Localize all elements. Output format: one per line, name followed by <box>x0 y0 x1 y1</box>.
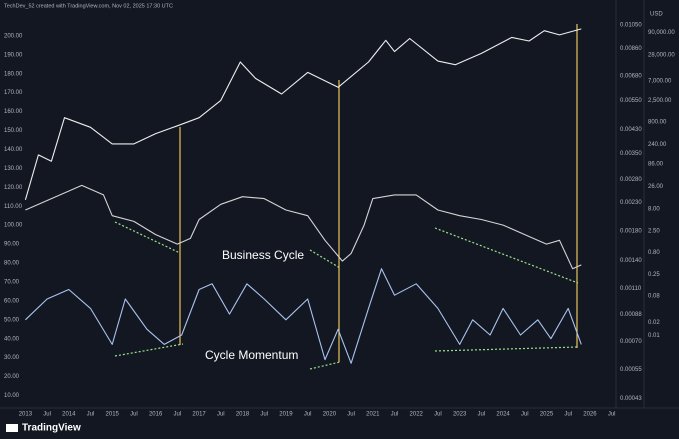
divergence-line <box>114 343 184 357</box>
y2-tick-label: 0.02 <box>648 320 660 326</box>
y2-tick-label: 90,000.00 <box>648 30 675 36</box>
x-tick-label: Jul <box>260 412 268 418</box>
y3-tick-label: 0.00230 <box>620 200 642 206</box>
y-tick-label: 120.00 <box>4 185 23 191</box>
y3-tick-label: 0.00680 <box>620 73 642 79</box>
y-tick-label: 60.00 <box>4 298 20 304</box>
y-tick-label: 160.00 <box>4 109 23 115</box>
y3-tick-label: 0.01050 <box>620 22 642 28</box>
x-tick-label: Jul <box>304 412 312 418</box>
divergence-line <box>309 361 341 370</box>
x-tick-label: Jul <box>391 412 399 418</box>
x-tick-label: Jul <box>608 412 616 418</box>
x-tick-label: 2019 <box>279 412 293 418</box>
x-tick-label: Jul <box>130 412 138 418</box>
y-tick-label: 20.00 <box>4 374 20 380</box>
y2-tick-label: 0.25 <box>648 272 660 278</box>
series-line <box>24 28 582 200</box>
y2-tick-label: 28,000.00 <box>648 52 675 58</box>
y-tick-label: 140.00 <box>4 147 23 153</box>
x-tick-label: 2024 <box>496 412 510 418</box>
divergence-line <box>309 249 341 269</box>
y-tick-label: 110.00 <box>4 204 23 210</box>
logo <box>6 424 18 432</box>
series-line <box>25 184 582 270</box>
y3-tick-label: 0.00110 <box>620 286 642 292</box>
x-tick-label: 2017 <box>192 412 206 418</box>
x-tick-label: 2021 <box>366 412 380 418</box>
x-tick-label: 2013 <box>19 412 33 418</box>
y2-tick-label: 0.01 <box>648 333 660 339</box>
y2-tick-label: 7,000.00 <box>648 78 672 84</box>
x-tick-label: 2026 <box>583 412 597 418</box>
x-tick-label: Jul <box>43 412 51 418</box>
y2-tick-label: 240.00 <box>648 142 667 148</box>
x-tick-label: 2025 <box>540 412 554 418</box>
y2-tick-label: 2.50 <box>648 229 660 235</box>
footer: TradingView <box>6 423 81 434</box>
x-tick-label: Jul <box>347 412 355 418</box>
y3-tick-label: 0.00430 <box>620 127 642 133</box>
divergence-line <box>114 221 181 254</box>
y-tick-label: 50.00 <box>4 317 20 323</box>
annotation: Business Cycle <box>222 248 304 262</box>
y-tick-label: 190.00 <box>4 52 23 58</box>
y3-tick-label: 0.00350 <box>620 151 642 157</box>
y2-unit: USD <box>650 12 663 18</box>
y-tick-label: 70.00 <box>4 280 20 286</box>
x-tick-label: 2015 <box>106 412 120 418</box>
y-tick-label: 80.00 <box>4 261 20 267</box>
x-tick-label: Jul <box>564 412 572 418</box>
credit: TechDev_52 created with TradingView.com,… <box>4 3 173 9</box>
y-tick-label: 90.00 <box>4 242 20 248</box>
y3-tick-label: 0.00860 <box>620 46 642 52</box>
divergence-line <box>434 227 579 284</box>
x-tick-label: Jul <box>174 412 182 418</box>
annotation: Cycle Momentum <box>205 348 298 362</box>
x-tick-label: 2022 <box>410 412 424 418</box>
y-tick-label: 180.00 <box>4 71 23 77</box>
y3-tick-label: 0.00180 <box>620 229 642 235</box>
y3-tick-label: 0.00088 <box>620 312 642 318</box>
y3-tick-label: 0.00043 <box>620 396 642 402</box>
y-tick-label: 130.00 <box>4 166 23 172</box>
x-tick-label: 2023 <box>453 412 467 418</box>
y-tick-label: 100.00 <box>4 223 23 229</box>
y3-tick-label: 0.00280 <box>620 177 642 183</box>
series-line <box>25 268 582 364</box>
x-tick-label: 2014 <box>62 412 76 418</box>
y2-tick-label: 2,500.00 <box>648 98 672 104</box>
y2-tick-label: 26.00 <box>648 184 664 190</box>
y2-tick-label: 0.80 <box>648 250 660 256</box>
x-tick-label: Jul <box>87 412 95 418</box>
x-tick-label: 2018 <box>236 412 250 418</box>
x-tick-label: 2016 <box>149 412 163 418</box>
x-tick-label: Jul <box>521 412 529 418</box>
y2-tick-label: 800.00 <box>648 119 667 125</box>
y2-tick-label: 0.08 <box>648 294 660 300</box>
drawings <box>114 24 579 370</box>
x-tick-label: Jul <box>478 412 486 418</box>
y2-tick-label: 8.00 <box>648 207 660 213</box>
y3-tick-label: 0.00550 <box>620 98 642 104</box>
y3-tick-label: 0.00055 <box>620 367 642 373</box>
y2-tick-label: 86.00 <box>648 162 664 168</box>
y-tick-label: 30.00 <box>4 355 20 361</box>
x-tick-label: 2020 <box>323 412 337 418</box>
y-tick-label: 40.00 <box>4 336 20 342</box>
x-tick-label: Jul <box>434 412 442 418</box>
y-tick-label: 170.00 <box>4 90 23 96</box>
y-tick-label: 10.00 <box>4 393 20 399</box>
y-tick-label: 150.00 <box>4 128 23 134</box>
y3-tick-label: 0.00070 <box>620 339 642 345</box>
x-tick-label: Jul <box>217 412 225 418</box>
brand: TradingView <box>22 423 81 434</box>
y3-tick-label: 0.00140 <box>620 258 642 264</box>
y-tick-label: 200.00 <box>4 33 23 39</box>
